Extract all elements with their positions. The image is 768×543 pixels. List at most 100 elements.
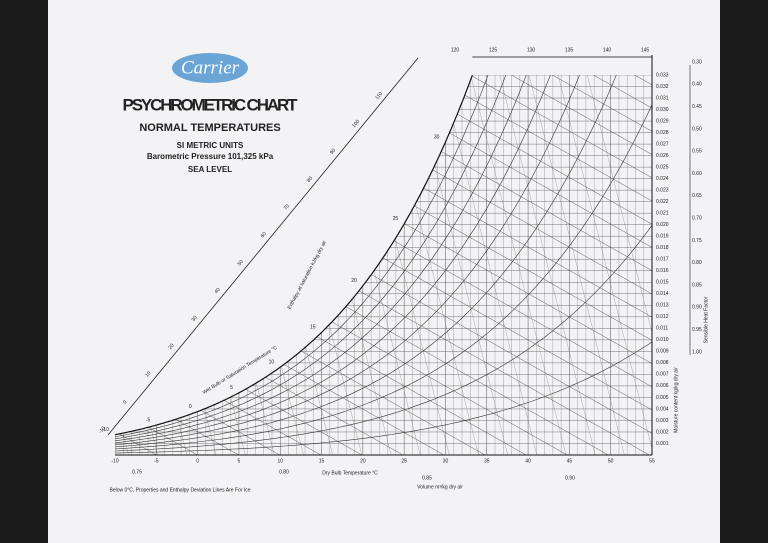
enthalpy-line <box>115 75 652 455</box>
dry-bulb-tick: 10 <box>277 458 283 464</box>
rh-curve <box>115 225 652 452</box>
dry-bulb-tick: 50 <box>608 458 614 464</box>
dry-bulb-tick: 20 <box>360 458 366 464</box>
volume-line <box>537 75 652 455</box>
moisture-tick: 0.013 <box>656 303 669 309</box>
enthalpy-tick: 70 <box>283 203 291 211</box>
dry-bulb-tick: 40 <box>525 458 531 464</box>
moisture-tick: 0.026 <box>656 153 669 159</box>
shf-tick: 0.55 <box>692 149 702 155</box>
enthalpy-tick: 125 <box>489 47 498 53</box>
shf-tick: 0.30 <box>692 59 702 65</box>
moisture-tick: 0.016 <box>656 268 669 274</box>
volume-line <box>508 75 625 455</box>
dry-bulb-tick: 55 <box>649 458 655 464</box>
enthalpy-tick: 110 <box>374 91 384 101</box>
moisture-tick: 0.018 <box>656 245 669 251</box>
logo: Carrier <box>181 57 240 78</box>
moisture-tick: 0.004 <box>656 406 669 412</box>
shf-tick: 0.70 <box>692 215 702 221</box>
moisture-tick: 0.017 <box>656 257 669 263</box>
rh-curve <box>115 75 652 444</box>
enthalpy-line <box>115 75 652 455</box>
moisture-tick: 0.009 <box>656 349 669 355</box>
enthalpy-line <box>115 75 652 455</box>
moisture-tick: 0.027 <box>656 141 669 147</box>
shf-tick: 0.60 <box>692 171 702 177</box>
wet-bulb-tick: -10 <box>102 427 109 433</box>
pressure: Barometric Pressure 101,325 kPa <box>147 152 274 161</box>
enthalpy-tick: 140 <box>603 47 612 53</box>
volume-label: Volume m³/kg dry air <box>417 484 463 490</box>
wet-bulb-tick: 30 <box>434 134 440 140</box>
moisture-tick: 0.014 <box>656 291 669 297</box>
moisture-tick: 0.020 <box>656 222 669 228</box>
moisture-tick: 0.033 <box>656 72 669 78</box>
enthalpy-tick: 50 <box>237 259 245 267</box>
moisture-tick: 0.025 <box>656 164 669 170</box>
wet-bulb-tick: 15 <box>310 325 316 331</box>
moisture-tick: 0.002 <box>656 429 669 435</box>
dry-bulb-tick: -10 <box>111 458 118 464</box>
wet-bulb-tick: 25 <box>393 216 399 222</box>
dry-bulb-tick: 45 <box>567 458 573 464</box>
moisture-tick: 0.023 <box>656 187 669 193</box>
moisture-tick: 0.007 <box>656 372 669 378</box>
enthalpy-scale <box>107 57 419 436</box>
moisture-tick: 0.006 <box>656 383 669 389</box>
volume-tick: 0.85 <box>422 475 432 481</box>
moisture-tick: 0.012 <box>656 314 669 320</box>
rh-curve <box>115 104 652 450</box>
enthalpy-tick: 120 <box>451 47 460 53</box>
enthalpy-tick: 145 <box>641 47 650 53</box>
volume-line <box>479 75 596 455</box>
moisture-tick: 0.011 <box>656 326 668 332</box>
logo-badge <box>172 53 248 83</box>
enthalpy-line <box>115 75 652 455</box>
enthalpy-tick: 135 <box>565 47 574 53</box>
dry-bulb-tick: 0 <box>196 458 199 464</box>
moisture-tick: 0.031 <box>656 95 669 101</box>
enthalpy-tick: -10 <box>98 425 107 435</box>
altitude: SEA LEVEL <box>188 165 232 174</box>
rh-curve <box>115 75 652 440</box>
dry-bulb-tick: 25 <box>401 458 407 464</box>
shf-label: Sensible Heat Factor <box>703 296 709 343</box>
enthalpy-line <box>115 75 652 455</box>
subtitle: NORMAL TEMPERATURES <box>139 122 280 134</box>
shf-tick: 0.50 <box>692 126 702 132</box>
moisture-tick: 0.024 <box>656 176 669 182</box>
enthalpy-tick: 40 <box>214 287 222 295</box>
moisture-tick: 0.003 <box>656 418 669 424</box>
shf-tick: 0.65 <box>692 193 702 199</box>
volume-tick: 0.90 <box>565 475 575 481</box>
moisture-tick: 0.008 <box>656 360 669 366</box>
volume-line <box>421 75 538 455</box>
volume-tick: 0.80 <box>279 469 289 475</box>
volume-line <box>362 75 479 455</box>
shf-tick: 0.85 <box>692 282 702 288</box>
wet-bulb-tick: 0 <box>189 404 192 410</box>
moisture-tick: 0.022 <box>656 199 669 205</box>
moisture-tick: 0.019 <box>656 234 669 240</box>
volume-tick: 0.75 <box>132 469 142 475</box>
volume-line <box>450 75 567 455</box>
dry-bulb-tick: -5 <box>154 458 159 464</box>
shf-tick: 0.75 <box>692 238 702 244</box>
rh-curve <box>115 75 652 442</box>
rh-curve <box>115 75 652 438</box>
enthalpy-tick: 100 <box>351 119 361 129</box>
shf-tick: 0.40 <box>692 82 702 88</box>
moisture-tick: 0.021 <box>656 211 669 217</box>
shf-tick: 1.00 <box>692 349 702 355</box>
moisture-tick: 0.029 <box>656 118 669 124</box>
enthalpy-tick: 10 <box>144 370 152 378</box>
enthalpy-tick: 0 <box>122 399 129 405</box>
moisture-tick: 0.010 <box>656 337 669 343</box>
dry-bulb-tick: 35 <box>484 458 490 464</box>
scales: -10 -5 0 5 10 15 20 25 30 35 40 45 50 550.0330.0320.0… <box>98 47 702 481</box>
wet-bulb-tick: -5 <box>146 417 151 423</box>
rh-curve <box>115 341 652 454</box>
wet-bulb-tick: 20 <box>351 278 357 284</box>
